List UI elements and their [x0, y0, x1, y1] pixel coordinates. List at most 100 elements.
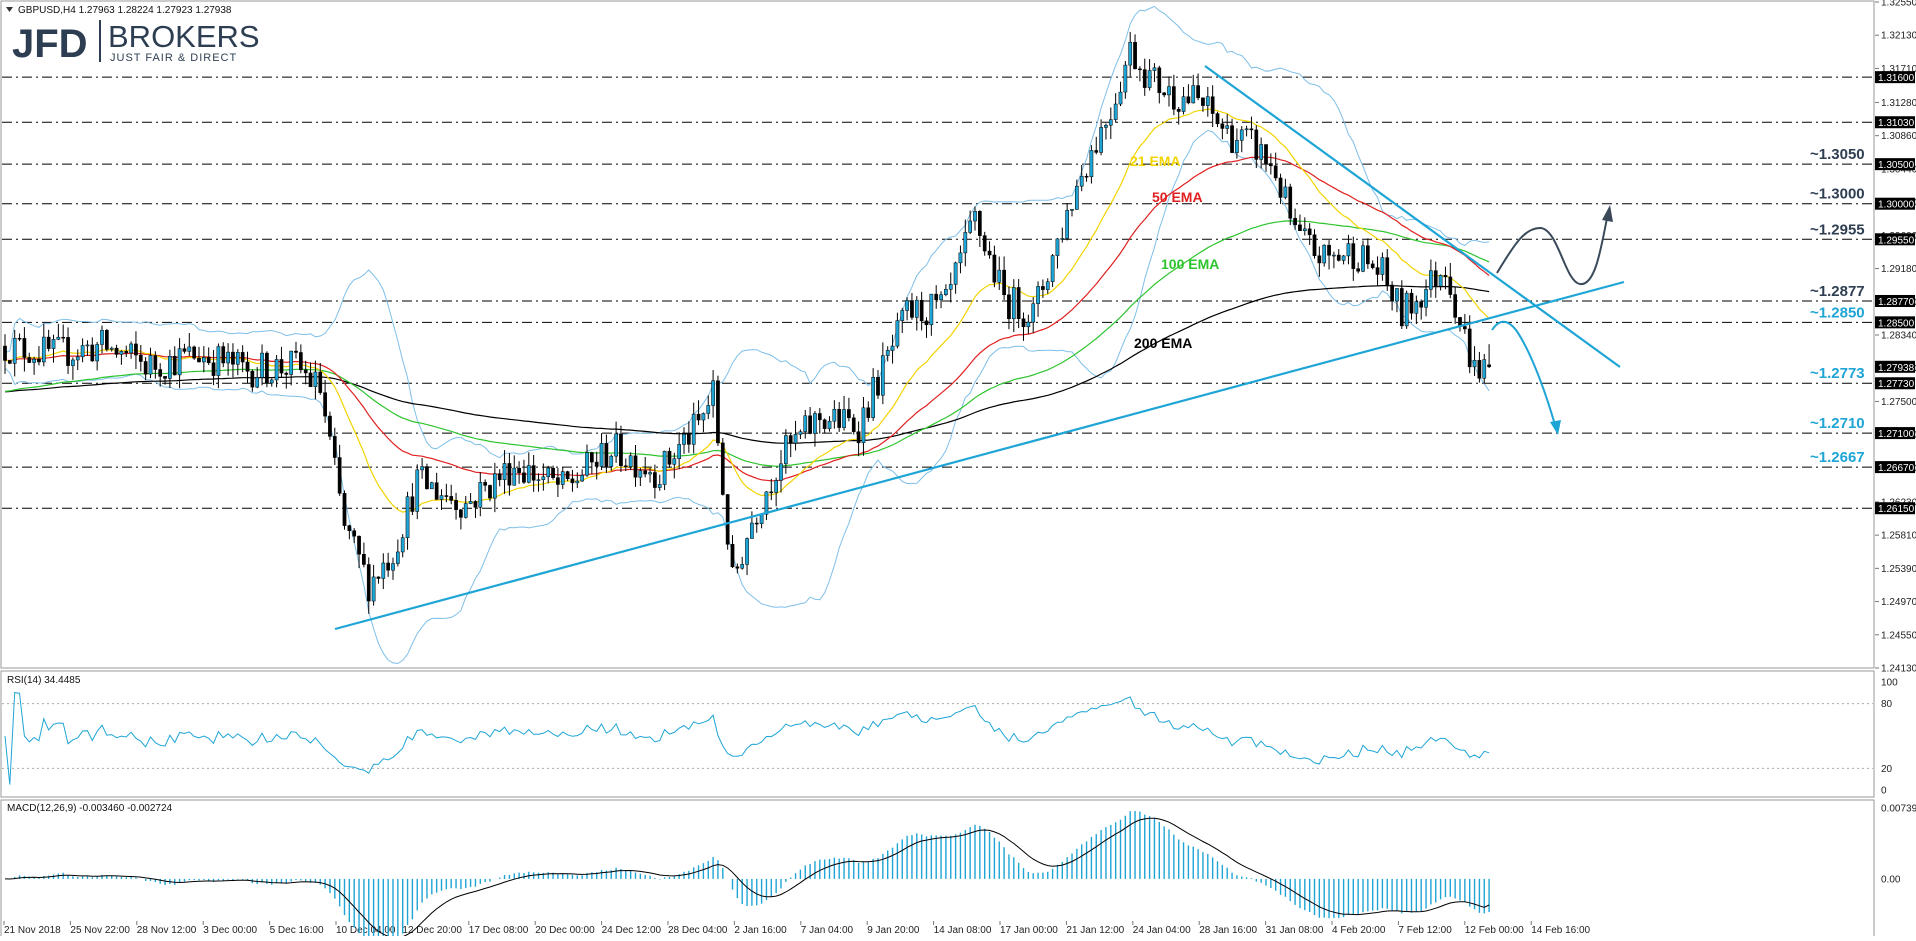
candle-body [274, 359, 279, 381]
candle-body [1443, 275, 1448, 278]
candle-body [1453, 294, 1458, 318]
macd-indicator: 0.0073960.00-0.006892 [4, 804, 1916, 941]
candle-body [1463, 326, 1467, 330]
price-tick-label: 1.27500 [1881, 397, 1916, 408]
candle-body [444, 495, 449, 497]
level-price-tag-text: 1.27100 [1878, 429, 1915, 440]
candle-body [172, 355, 177, 376]
candle-body [1433, 270, 1438, 287]
candle-body [740, 564, 745, 569]
candle-body [279, 359, 284, 374]
candle-body [876, 376, 880, 396]
candle-body [604, 443, 609, 467]
candle-body [284, 372, 289, 375]
candle-body [260, 352, 264, 378]
candle-body [1409, 292, 1414, 314]
candle-body [992, 254, 997, 283]
level-price-tag [1875, 461, 1915, 474]
candle-body [856, 431, 861, 444]
candle-body [1424, 289, 1428, 308]
bullish-scenario-arrow [1496, 217, 1608, 286]
candle-body [1419, 301, 1424, 308]
candle-body [1031, 303, 1036, 323]
candle-body [211, 362, 216, 376]
candle-body [1133, 42, 1137, 70]
bollinger-upper [4, 5, 1490, 459]
candle-body [51, 339, 56, 349]
candle-body [1395, 288, 1399, 302]
candle-body [1244, 128, 1249, 131]
candle-body [357, 535, 361, 555]
candle-body [1283, 186, 1288, 198]
candle-body [1142, 69, 1147, 88]
ema200-label: 200 EMA [1134, 335, 1192, 351]
candle-body [590, 452, 594, 463]
candle-body [1293, 218, 1297, 226]
candle-body [255, 377, 260, 388]
candle-body [832, 409, 837, 422]
candle-body [1370, 263, 1375, 268]
candle-body [1399, 288, 1404, 327]
candle-body [192, 346, 197, 359]
candle-body [235, 352, 240, 365]
candle-body [1356, 268, 1361, 272]
time-tick-label: 10 Dec 04:00 [336, 925, 396, 936]
symbol-dropdown-icon[interactable] [6, 7, 13, 12]
candle-body [1113, 103, 1118, 120]
candle-body [924, 320, 929, 326]
candle-body [803, 415, 808, 433]
candle-body [332, 436, 337, 458]
time-tick-label: 20 Dec 00:00 [535, 925, 595, 936]
time-tick-label: 14 Feb 16:00 [1531, 925, 1590, 936]
price-tick-label: 1.25390 [1881, 564, 1916, 575]
candle-body [769, 491, 774, 494]
candle-body [827, 420, 832, 429]
candle-body [100, 330, 104, 345]
time-tick-label: 24 Jan 04:00 [1133, 925, 1191, 936]
level-label: ~1.2877 [1810, 283, 1865, 300]
candle-body [182, 348, 187, 352]
candle-body [1201, 97, 1205, 106]
candle-body [231, 351, 235, 365]
rsi-tick-label: 0 [1881, 786, 1887, 797]
logo-brokers: BROKERS [108, 19, 260, 54]
candle-body [895, 320, 900, 347]
candle-body [148, 355, 153, 375]
candle-body [861, 407, 866, 444]
candle-body [1361, 245, 1365, 272]
candle-body [1118, 91, 1123, 105]
candle-body [687, 434, 691, 445]
candle-body [342, 493, 347, 526]
candle-body [366, 564, 371, 602]
candle-body [497, 473, 502, 481]
candle-body [1002, 269, 1006, 296]
rsi-indicator: 100 80 20 0 [2, 678, 1898, 797]
candle-body [352, 530, 357, 537]
time-tick-label: 28 Dec 04:00 [668, 925, 728, 936]
candle-body [1108, 119, 1113, 126]
candle-body [299, 352, 303, 371]
candle-body [153, 355, 158, 370]
candle-body [1380, 257, 1385, 275]
candle-body [1264, 144, 1268, 164]
candle-body [764, 491, 769, 515]
candle-body [754, 522, 759, 525]
ema50-line [4, 156, 1490, 482]
macd-tick-label: 0.00 [1881, 874, 1901, 885]
candle-body [3, 345, 7, 361]
candle-body [837, 409, 842, 428]
current-price-tag [1875, 360, 1915, 373]
price-tick-label: 1.32130 [1881, 31, 1916, 42]
candle-body [672, 458, 677, 465]
jfd-logo: JFD BROKERS JUST FAIR & DIRECT [12, 19, 260, 66]
level-price-tag-text: 1.30500 [1878, 160, 1915, 171]
candle-body [667, 450, 672, 465]
candle-body [1147, 70, 1152, 88]
time-tick-label: 31 Jan 08:00 [1266, 925, 1324, 936]
candle-body [391, 563, 395, 571]
time-tick-label: 3 Dec 00:00 [203, 925, 257, 936]
candle-body [696, 413, 701, 421]
level-price-tag [1875, 316, 1915, 329]
level-labels: 1.31600 1.31030 1.30500 ~1.3050 1.30000 ~1.30… [1810, 71, 1915, 515]
candle-body [1385, 257, 1390, 286]
